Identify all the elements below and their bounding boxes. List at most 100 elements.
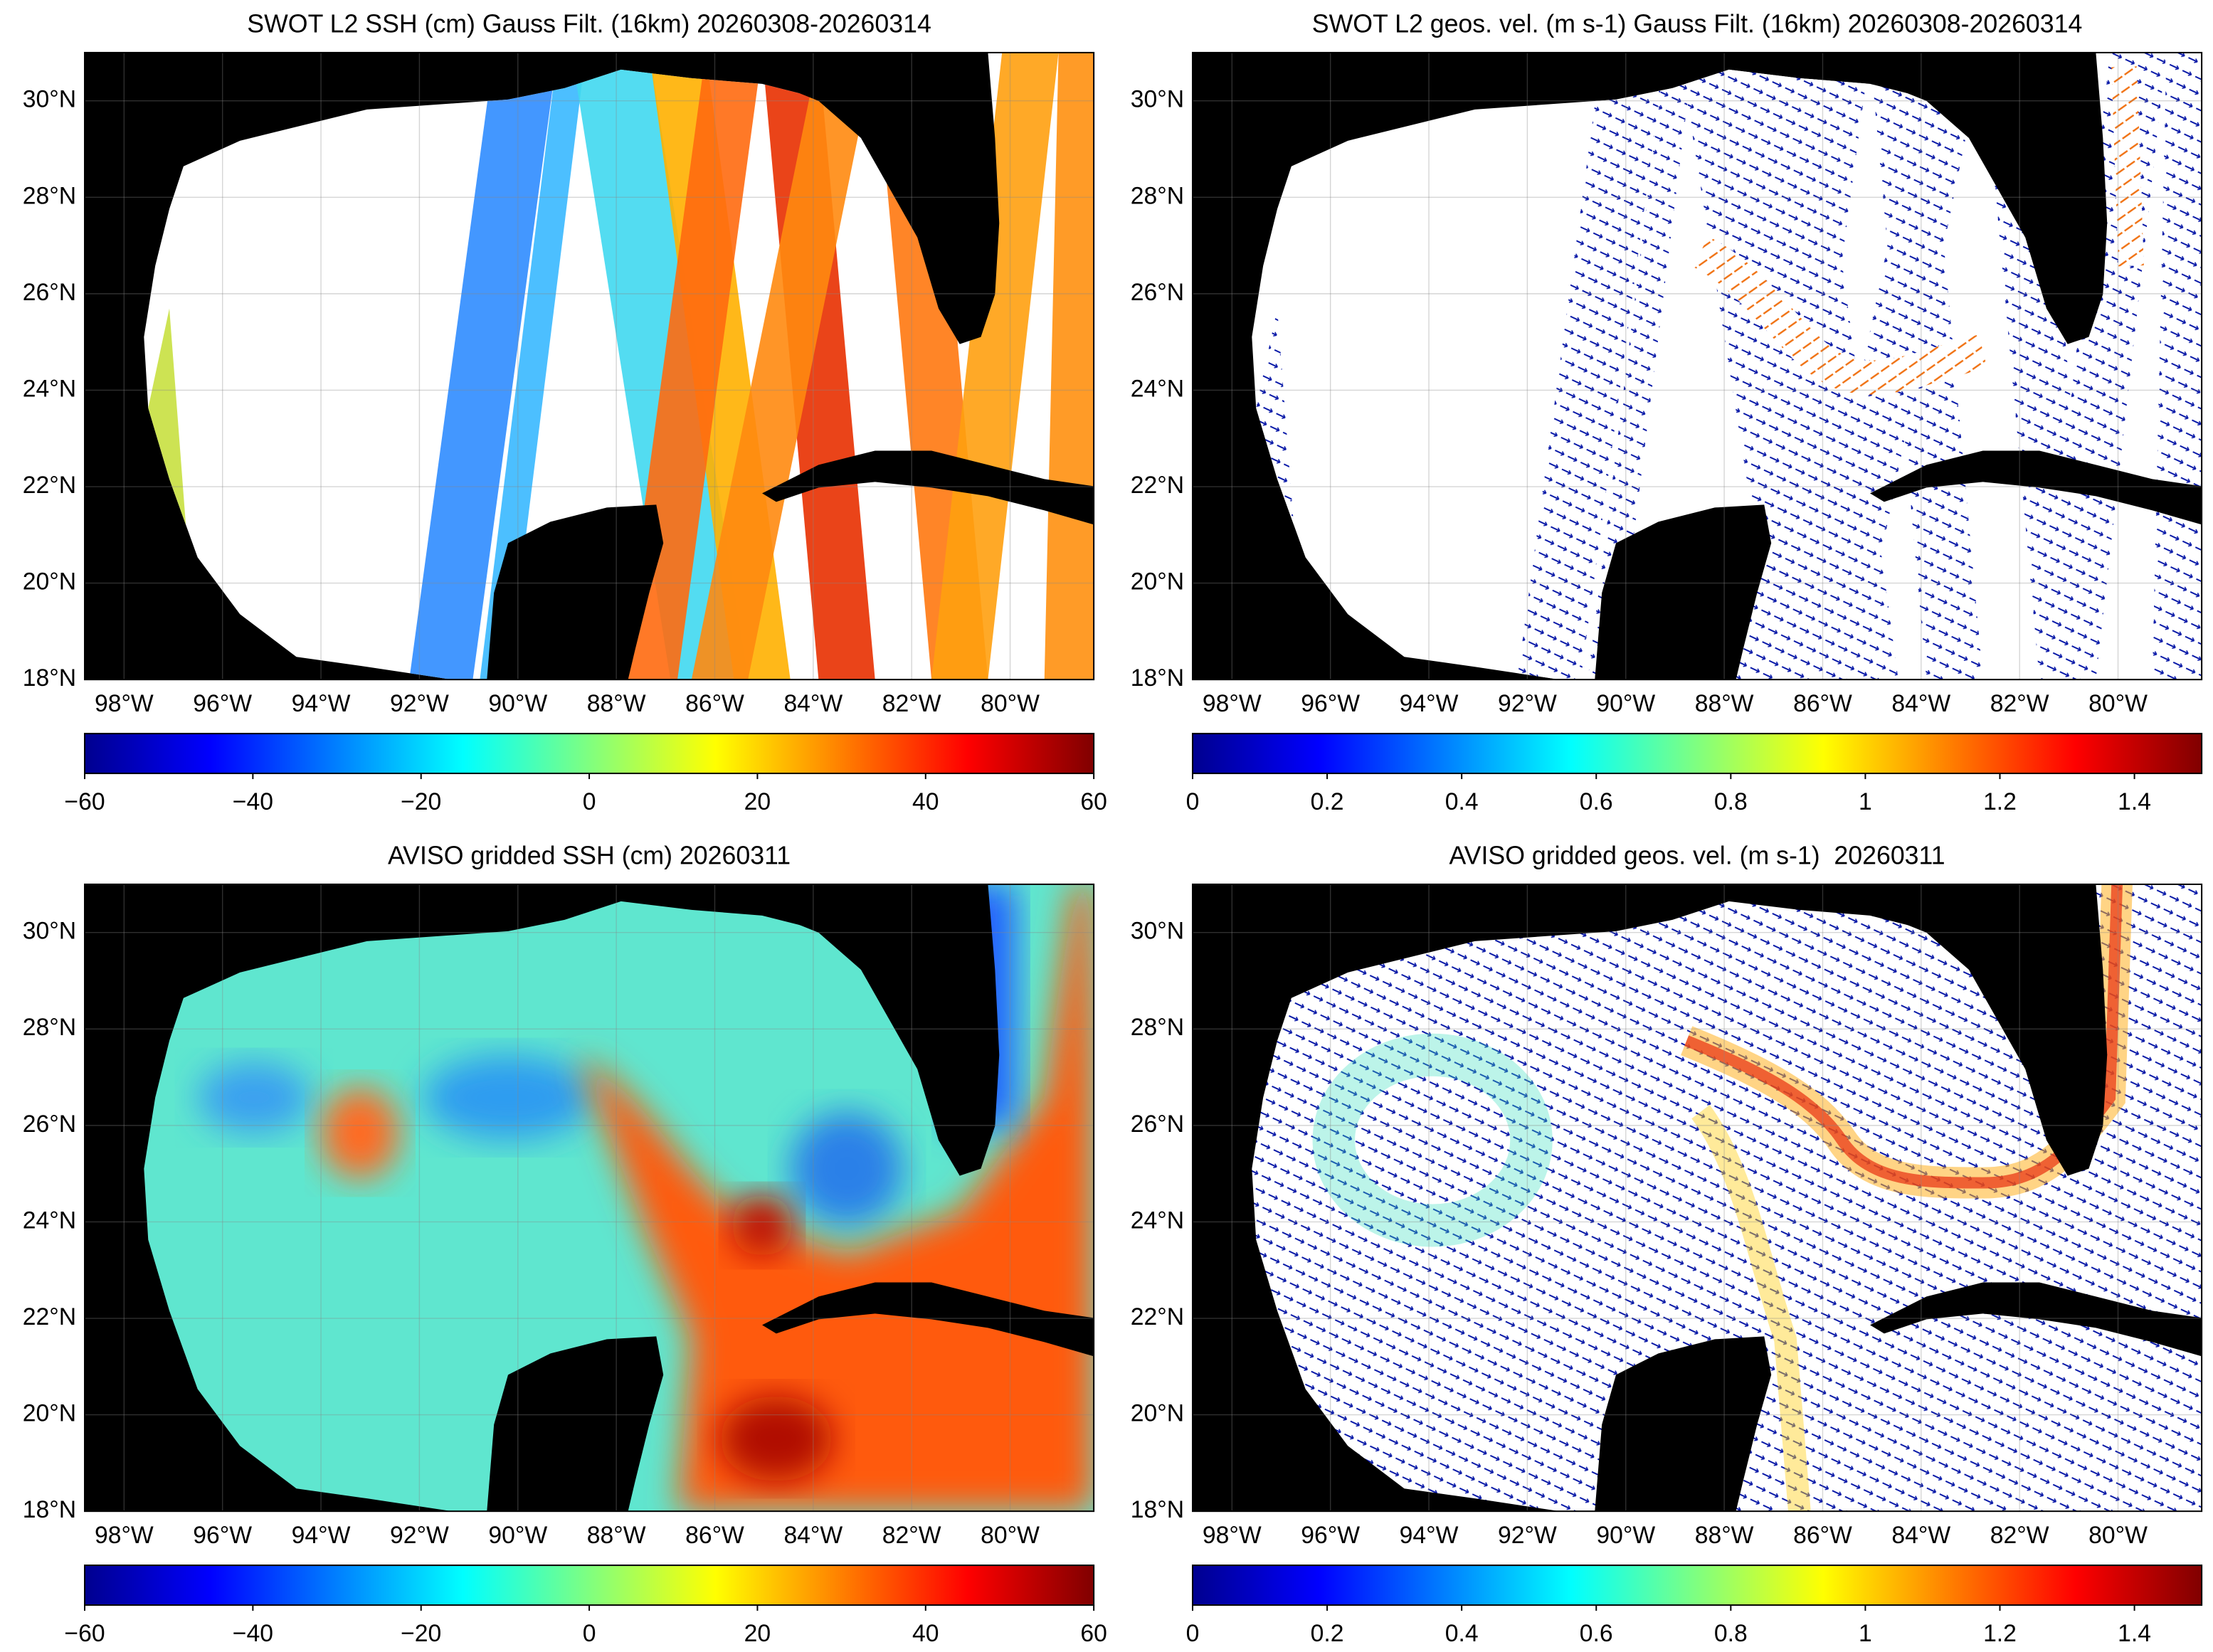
colorbar-tick-label: 0 bbox=[1186, 1620, 1200, 1647]
y-tick-label: 20°N bbox=[1131, 1399, 1184, 1426]
colorbar-tick-label: 1.4 bbox=[2118, 1620, 2151, 1647]
colorbar-tick-label: 20 bbox=[744, 1620, 771, 1647]
x-tick-label: 96°W bbox=[1301, 690, 1360, 717]
panel-title: AVISO gridded geos. vel. (m s-1) 2026031… bbox=[1449, 841, 1945, 869]
x-tick-label: 96°W bbox=[1301, 1522, 1360, 1549]
x-tick-label: 94°W bbox=[1400, 690, 1459, 717]
x-tick-label: 88°W bbox=[587, 690, 646, 717]
panel-title: SWOT L2 geos. vel. (m s-1) Gauss Filt. (… bbox=[1312, 9, 2083, 38]
eddy bbox=[1312, 1033, 1553, 1247]
y-tick-label: 22°N bbox=[23, 472, 76, 499]
y-tick-label: 18°N bbox=[1131, 664, 1184, 692]
colorbar-tick-label: 0.8 bbox=[1714, 788, 1748, 815]
y-tick-label: 26°N bbox=[23, 279, 76, 306]
colorbar-tick-label: 1.2 bbox=[1983, 788, 2017, 815]
land bbox=[1905, 884, 2108, 1176]
y-tick-label: 28°N bbox=[23, 1014, 76, 1041]
x-tick-label: 90°W bbox=[488, 690, 547, 717]
colorbar bbox=[1191, 733, 2203, 775]
colorbar-tick-label: 20 bbox=[744, 788, 771, 815]
colorbar-tick-label: 60 bbox=[1080, 788, 1106, 815]
x-tick-label: 88°W bbox=[587, 1522, 646, 1549]
map-panel: 98°W 96°W 94°W 92°W 90°W 88°W 86°W 84°W 82°W 80°W… bbox=[23, 9, 1107, 815]
ocean bbox=[1252, 884, 2202, 1512]
y-tick-label: 30°N bbox=[23, 86, 76, 113]
colorbar-tick-label: 0 bbox=[583, 788, 596, 815]
x-tick-label: 98°W bbox=[95, 1522, 154, 1549]
y-tick-label: 30°N bbox=[23, 918, 76, 945]
x-tick-label: 90°W bbox=[1596, 1522, 1655, 1549]
colorbar-tick-label: −40 bbox=[233, 1620, 273, 1647]
colorbar bbox=[84, 1564, 1095, 1606]
land bbox=[487, 1336, 664, 1512]
land bbox=[1870, 1282, 2202, 1357]
swath bbox=[1517, 52, 1666, 680]
loop-current bbox=[1684, 884, 2123, 1189]
y-tick-label: 24°N bbox=[1131, 375, 1184, 402]
colorbar-tick-label: 0.2 bbox=[1311, 788, 1344, 815]
colorbar-tick-label: 0 bbox=[1186, 788, 1200, 815]
high bbox=[731, 1194, 793, 1257]
land bbox=[1870, 450, 2202, 525]
land bbox=[797, 884, 1000, 1176]
x-tick-label: 94°W bbox=[292, 690, 351, 717]
x-tick-label: 82°W bbox=[882, 690, 941, 717]
y-tick-label: 20°N bbox=[23, 568, 76, 595]
y-tick-label: 28°N bbox=[23, 182, 76, 209]
map-panel: 98°W 96°W 94°W 92°W 90°W 88°W 86°W 84°W 82°W 80°W… bbox=[1131, 841, 2203, 1647]
swath bbox=[2152, 52, 2202, 680]
y-tick-label: 28°N bbox=[1131, 1014, 1184, 1041]
y-tick-label: 26°N bbox=[1131, 1111, 1184, 1138]
x-tick-label: 84°W bbox=[783, 1522, 843, 1549]
x-tick-label: 92°W bbox=[390, 690, 449, 717]
x-tick-label: 88°W bbox=[1695, 1522, 1754, 1549]
map-panel: 98°W 96°W 94°W 92°W 90°W 88°W 86°W 84°W 82°W 80°W… bbox=[1131, 9, 2203, 815]
low bbox=[197, 1061, 311, 1133]
current-arrows bbox=[2111, 66, 2144, 267]
x-tick-label: 96°W bbox=[193, 1522, 252, 1549]
colorbar bbox=[84, 733, 1095, 775]
y-tick-label: 18°N bbox=[23, 664, 76, 692]
panel-title: AVISO gridded SSH (cm) 20260311 bbox=[388, 841, 791, 869]
x-tick-label: 86°W bbox=[685, 1522, 744, 1549]
swath bbox=[571, 52, 749, 680]
x-tick-label: 94°W bbox=[292, 1522, 351, 1549]
y-tick-label: 28°N bbox=[1131, 182, 1184, 209]
colorbar-tick-label: 0.2 bbox=[1311, 1620, 1344, 1647]
x-tick-label: 90°W bbox=[1596, 690, 1655, 717]
x-tick-label: 80°W bbox=[2088, 690, 2148, 717]
colorbar-tick-label: −40 bbox=[233, 788, 273, 815]
y-tick-label: 18°N bbox=[23, 1496, 76, 1523]
land bbox=[762, 1282, 1094, 1357]
x-tick-label: 92°W bbox=[1498, 1522, 1557, 1549]
swath bbox=[1044, 52, 1094, 680]
colorbar-tick-label: 1 bbox=[1859, 1620, 1872, 1647]
x-tick-label: 86°W bbox=[685, 690, 744, 717]
colorbar-tick-label: 0.4 bbox=[1445, 788, 1479, 815]
colorbar-tick-label: 1.4 bbox=[2118, 788, 2151, 815]
land bbox=[797, 52, 1000, 344]
field bbox=[1312, 884, 2133, 1512]
swath bbox=[931, 52, 1059, 680]
x-tick-label: 82°W bbox=[1990, 690, 2049, 717]
colorbar-tick-label: 0 bbox=[583, 1620, 596, 1647]
swath bbox=[1679, 52, 1857, 680]
colorbar-tick-label: −60 bbox=[64, 788, 105, 815]
colorbar-tick-label: 60 bbox=[1080, 1620, 1106, 1647]
colorbar-tick-label: 0.4 bbox=[1445, 1620, 1479, 1647]
y-tick-label: 26°N bbox=[23, 1111, 76, 1138]
map-panel: 98°W 96°W 94°W 92°W 90°W 88°W 86°W 84°W 82°W 80°W… bbox=[23, 841, 1107, 1647]
x-tick-label: 84°W bbox=[783, 690, 843, 717]
x-tick-label: 84°W bbox=[1891, 1522, 1950, 1549]
field bbox=[148, 52, 1094, 680]
colorbar-tick-label: 40 bbox=[912, 788, 939, 815]
y-tick-label: 18°N bbox=[1131, 1496, 1184, 1523]
field bbox=[1256, 52, 2202, 680]
swath bbox=[691, 52, 875, 680]
y-tick-label: 20°N bbox=[1131, 568, 1184, 595]
y-tick-label: 30°N bbox=[1131, 918, 1184, 945]
y-tick-label: 30°N bbox=[1131, 86, 1184, 113]
colorbar-tick-label: 0.8 bbox=[1714, 1620, 1748, 1647]
